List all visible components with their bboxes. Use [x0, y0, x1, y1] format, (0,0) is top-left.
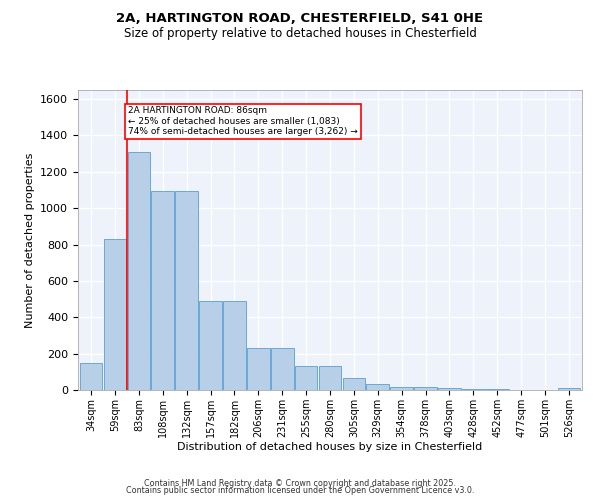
- Y-axis label: Number of detached properties: Number of detached properties: [25, 152, 35, 328]
- Bar: [486, 389, 509, 390]
- Bar: [151, 191, 174, 390]
- Bar: [319, 366, 341, 390]
- Bar: [438, 388, 461, 390]
- Text: Contains public sector information licensed under the Open Government Licence v3: Contains public sector information licen…: [126, 486, 474, 495]
- Bar: [271, 348, 293, 390]
- Bar: [367, 384, 389, 390]
- Bar: [462, 389, 485, 390]
- Text: Distribution of detached houses by size in Chesterfield: Distribution of detached houses by size …: [178, 442, 482, 452]
- Bar: [223, 301, 246, 390]
- Bar: [80, 363, 103, 390]
- Bar: [247, 348, 269, 390]
- Text: 2A, HARTINGTON ROAD, CHESTERFIELD, S41 0HE: 2A, HARTINGTON ROAD, CHESTERFIELD, S41 0…: [116, 12, 484, 26]
- Text: 2A HARTINGTON ROAD: 86sqm
← 25% of detached houses are smaller (1,083)
74% of se: 2A HARTINGTON ROAD: 86sqm ← 25% of detac…: [128, 106, 358, 136]
- Bar: [414, 386, 437, 390]
- Bar: [391, 386, 413, 390]
- Text: Contains HM Land Registry data © Crown copyright and database right 2025.: Contains HM Land Registry data © Crown c…: [144, 478, 456, 488]
- Bar: [557, 388, 580, 390]
- Bar: [295, 366, 317, 390]
- Text: Size of property relative to detached houses in Chesterfield: Size of property relative to detached ho…: [124, 28, 476, 40]
- Bar: [175, 191, 198, 390]
- Bar: [199, 301, 222, 390]
- Bar: [128, 152, 150, 390]
- Bar: [104, 240, 127, 390]
- Bar: [343, 378, 365, 390]
